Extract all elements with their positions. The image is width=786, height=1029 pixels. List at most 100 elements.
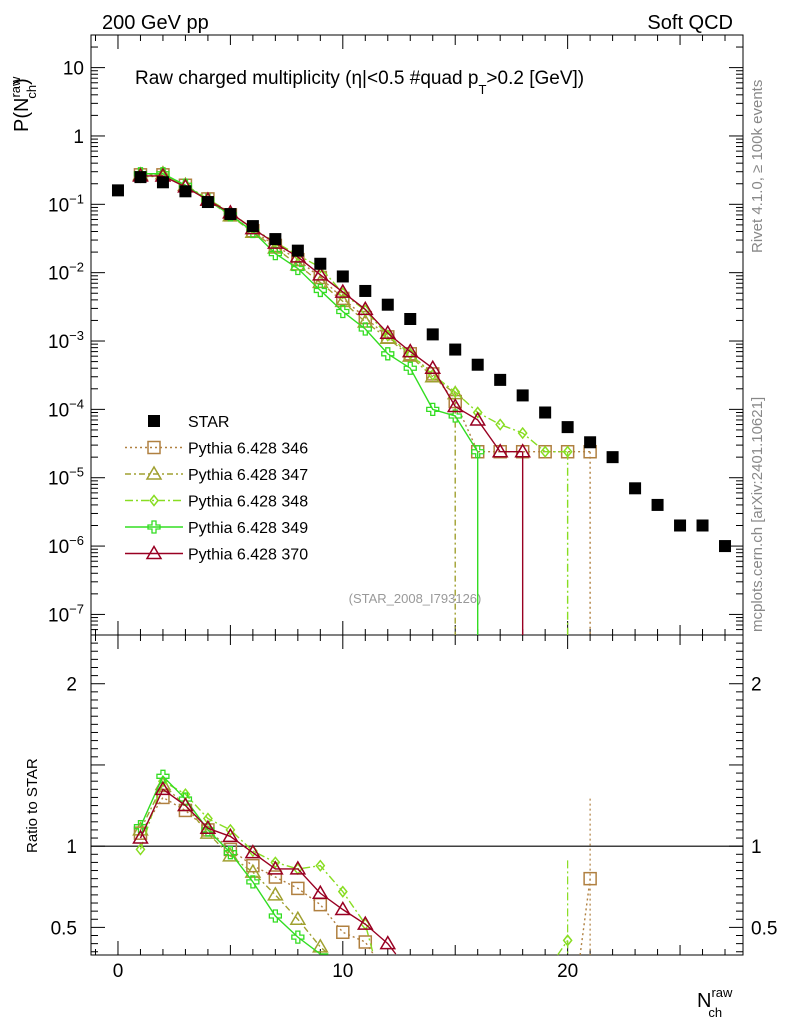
legend: STAR Pythia 6.428 346 Pythia 6.428 347 Pyth… [125, 414, 308, 564]
x-tick-label: 20 [557, 961, 578, 982]
header-right: Soft QCD [647, 12, 733, 34]
ratio-tail-line [557, 939, 569, 956]
series-point [424, 359, 442, 374]
series-point [337, 287, 348, 300]
series-layer [111, 165, 732, 956]
ratio-point [244, 863, 262, 878]
series-point [379, 324, 397, 339]
star-data-point [471, 358, 484, 371]
ratio-point [268, 909, 283, 923]
star-data-point [629, 482, 642, 495]
y-tick-label: 10−7 [48, 601, 84, 626]
series-point [448, 409, 462, 423]
series-point [312, 266, 329, 281]
star-data-point [156, 176, 169, 189]
ratio-point [225, 823, 236, 837]
mcplots-label: mcplots.cern.ch [arXiv:2401.10621] [749, 397, 766, 632]
legend-marker [147, 520, 161, 534]
series-point [517, 426, 528, 440]
y-tick-label: 10−3 [48, 328, 84, 353]
legend-label: Pythia 6.428 348 [188, 494, 308, 511]
series-point [268, 246, 283, 261]
rivet-version-label: Rivet 4.1.0, ≥ 100k events [749, 80, 766, 253]
y-tick-label: 10−4 [48, 396, 84, 421]
series-point [356, 313, 374, 328]
series-point [540, 445, 551, 458]
x-tick-label: 10 [332, 961, 353, 982]
series-point [334, 292, 352, 308]
series-point [495, 418, 506, 431]
ratio-point [132, 829, 149, 844]
y-tick-label: 10 [63, 59, 84, 80]
star-data-point [111, 184, 124, 197]
legend-marker [149, 494, 159, 507]
ratio-point [336, 925, 350, 940]
ratio-point [356, 915, 374, 930]
legend-label: STAR [188, 414, 229, 431]
star-data-point [314, 257, 327, 270]
ratio-point [267, 886, 284, 901]
series-point [312, 273, 329, 289]
star-data-point [449, 343, 462, 356]
ratio-point [270, 856, 281, 869]
star-data-point [674, 519, 687, 532]
x-tick-label: 0 [113, 961, 124, 982]
ratio-y-tick-label-right: 1 [751, 837, 762, 858]
star-data-point [494, 373, 507, 386]
ratio-point [135, 843, 146, 856]
series-point [360, 304, 371, 317]
ratio-point [312, 938, 329, 953]
legend-label: Pythia 6.428 370 [188, 547, 308, 564]
series-point [358, 322, 372, 336]
series-point [491, 443, 509, 458]
star-data-point [719, 540, 732, 553]
star-data-point [291, 244, 304, 257]
series-point [450, 385, 461, 399]
ratio-y-tick-label-right: 2 [751, 675, 762, 696]
legend-label: Pythia 6.428 346 [188, 441, 308, 458]
star-data-point [359, 284, 372, 297]
y-tick-label: 1 [73, 127, 84, 148]
ratio-y-tick-label: 0.5 [51, 918, 77, 939]
ratio-point [358, 935, 373, 949]
main-y-axis-title: P(Nrawch) [8, 76, 39, 132]
legend-label: Pythia 6.428 349 [188, 520, 308, 537]
ratio-y-tick-label: 2 [66, 675, 77, 696]
series-point [469, 411, 487, 426]
series-point [334, 283, 352, 298]
legend-marker [145, 465, 163, 480]
legend-label: Pythia 6.428 347 [188, 467, 308, 484]
series-point [291, 261, 305, 276]
ratio-line [139, 783, 329, 955]
star-data-point [404, 312, 417, 325]
ratio-line [139, 788, 397, 955]
series-point [471, 445, 485, 459]
x-axis-title: Nraw ch [697, 985, 733, 1020]
ratio-point [583, 871, 597, 886]
star-data-point [606, 451, 619, 464]
series-point [403, 361, 417, 375]
series-point [336, 304, 350, 319]
legend-marker [147, 440, 161, 455]
ratio-plot-frame [90, 634, 744, 956]
star-data-point [179, 185, 192, 198]
ratio-point [246, 858, 260, 873]
series-point [356, 300, 374, 316]
series-point [313, 283, 327, 298]
ratio-point [201, 823, 215, 837]
star-data-point [246, 220, 259, 233]
series-point [426, 402, 440, 417]
chart-title: Raw charged multiplicity (η|<0.5 #quad p… [135, 68, 584, 97]
header-left: 200 GeV pp [102, 12, 209, 34]
star-data-point [561, 421, 574, 434]
ratio-point [177, 797, 194, 812]
series-point [472, 406, 483, 419]
ratio-point [154, 780, 172, 796]
ratio-point [156, 769, 170, 783]
ratio-point [337, 885, 348, 898]
ratio-point [291, 930, 305, 944]
ratio-point [291, 881, 305, 896]
star-data-point [224, 208, 237, 221]
ratio-y-axis-title: Ratio to STAR [24, 758, 41, 853]
